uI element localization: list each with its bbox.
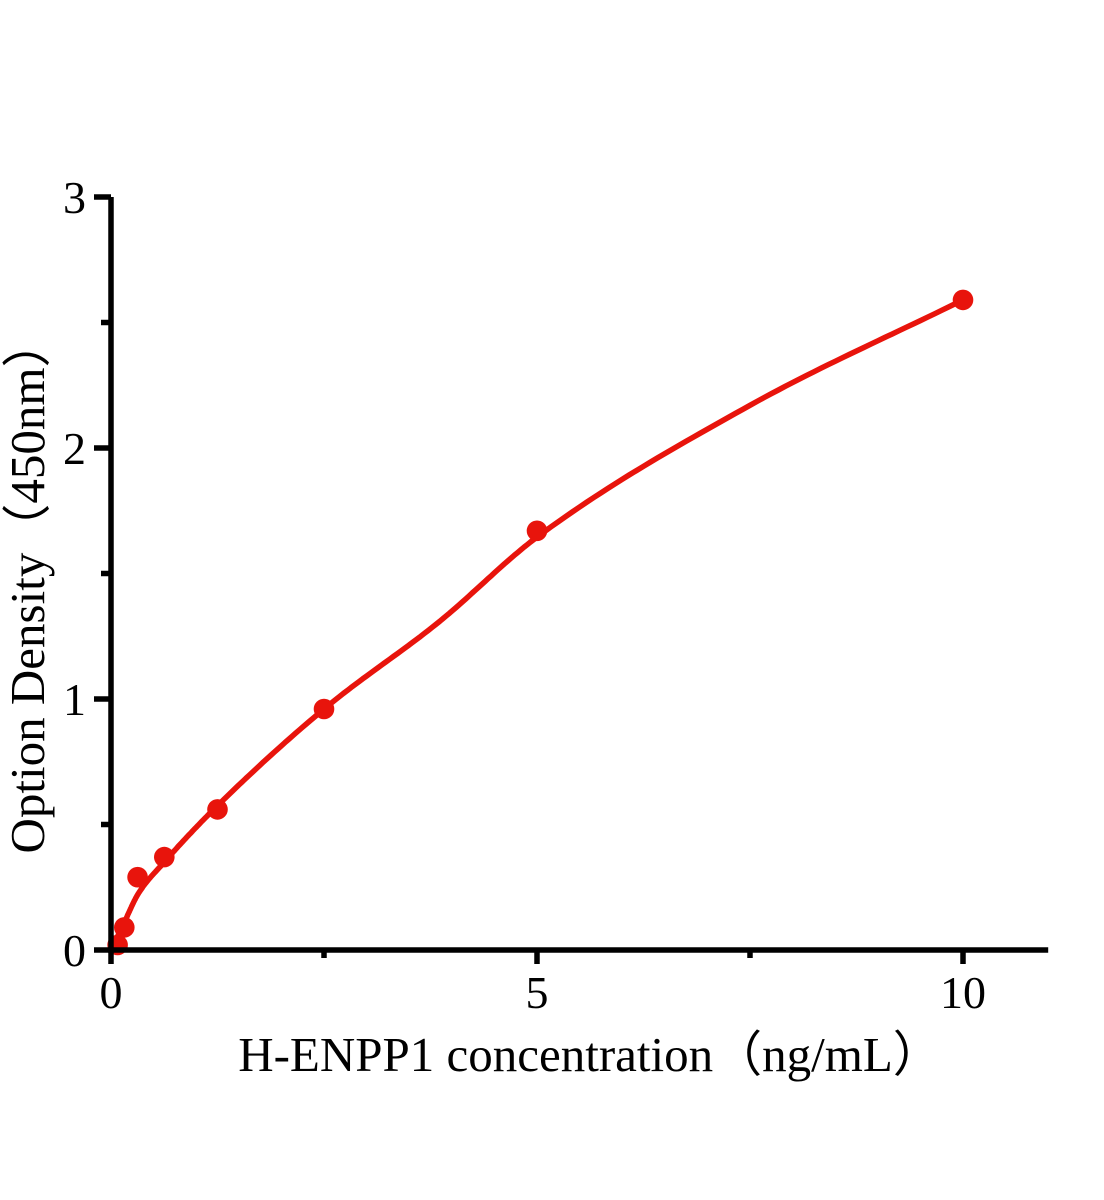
data-point bbox=[526, 520, 548, 542]
x-axis-label: H-ENPP1 concentration（ng/mL） bbox=[238, 1027, 942, 1082]
data-point bbox=[114, 917, 135, 938]
x-tick-label: 10 bbox=[940, 967, 986, 1018]
fit-curve bbox=[108, 297, 966, 953]
fit-curve-layer bbox=[108, 297, 966, 953]
data-point bbox=[154, 846, 175, 868]
data-points-layer bbox=[107, 289, 974, 956]
data-point bbox=[127, 866, 148, 888]
y-tick-label: 1 bbox=[63, 674, 86, 725]
x-tick-label: 0 bbox=[100, 967, 123, 1018]
data-point bbox=[952, 289, 974, 311]
y-tick-label: 2 bbox=[63, 423, 86, 474]
data-point bbox=[313, 698, 335, 720]
y-tick-label: 3 bbox=[63, 172, 86, 223]
data-point bbox=[207, 799, 228, 820]
tick-labels-layer: 0 1 2 3 0 5 10 bbox=[63, 172, 986, 1018]
x-tick-label: 5 bbox=[526, 967, 549, 1018]
y-axis-label: Option Density（450nm） bbox=[0, 319, 55, 854]
tick-marks-layer bbox=[94, 194, 966, 964]
y-tick-label: 0 bbox=[63, 925, 86, 976]
axes-layer bbox=[108, 197, 1049, 953]
